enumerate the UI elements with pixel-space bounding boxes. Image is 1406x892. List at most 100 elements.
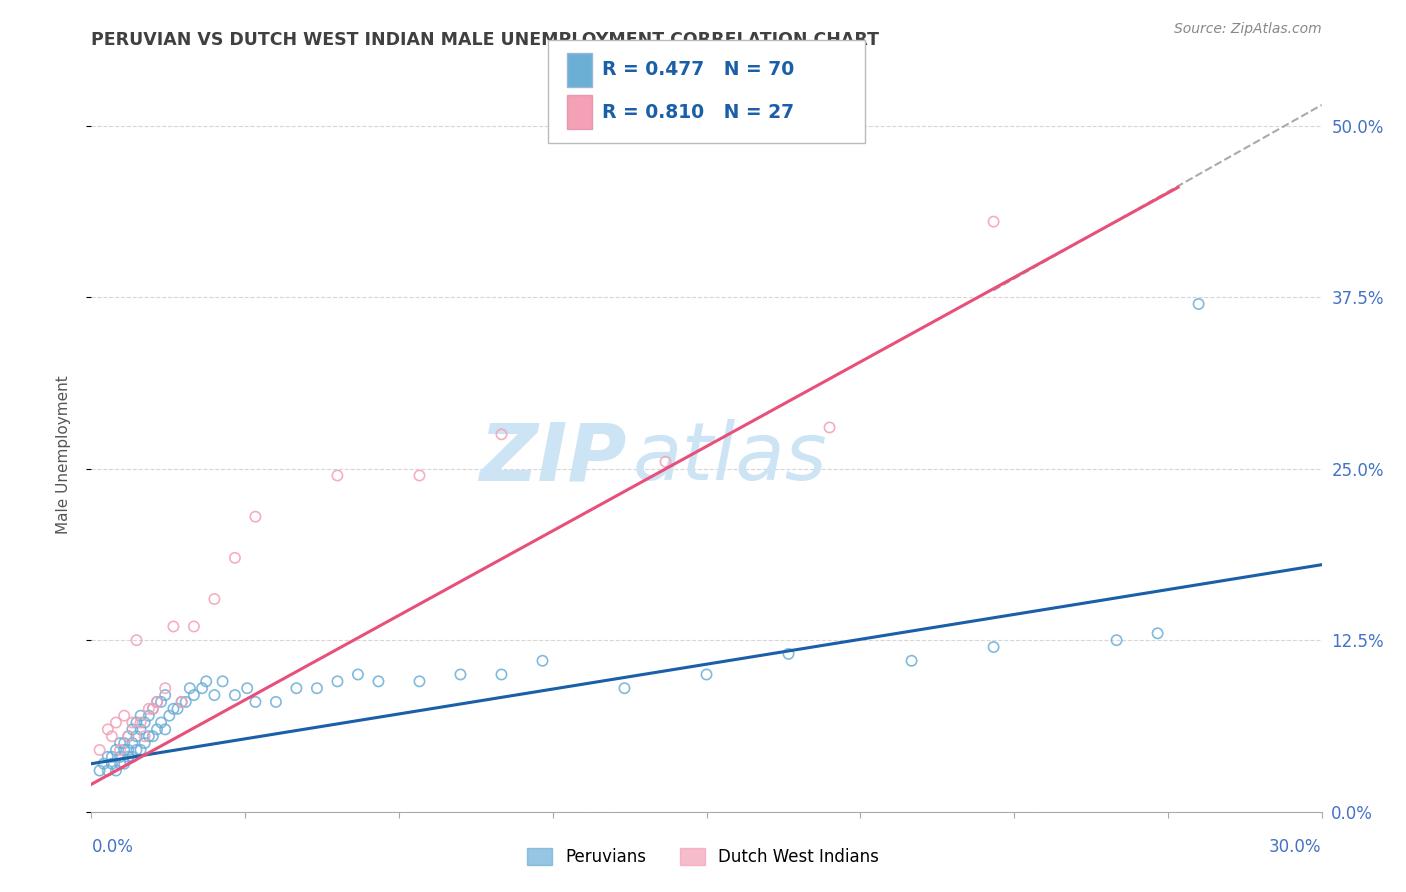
Point	[153, 723, 177, 737]
Point	[129, 723, 152, 737]
Point	[211, 674, 233, 689]
Point	[983, 214, 1005, 228]
Point	[138, 708, 160, 723]
Point	[408, 674, 430, 689]
Point	[108, 736, 131, 750]
Point	[97, 723, 120, 737]
Point	[983, 640, 1005, 654]
Point	[117, 729, 139, 743]
Legend: Peruvians, Dutch West Indians: Peruvians, Dutch West Indians	[519, 840, 887, 875]
Y-axis label: Male Unemployment: Male Unemployment	[56, 376, 70, 534]
Point	[134, 715, 156, 730]
Point	[121, 736, 143, 750]
Point	[134, 736, 156, 750]
Point	[778, 647, 800, 661]
Point	[89, 764, 111, 778]
Point	[125, 743, 148, 757]
Point	[166, 702, 188, 716]
Point	[121, 749, 143, 764]
Point	[146, 695, 169, 709]
Point	[101, 749, 124, 764]
Point	[236, 681, 259, 696]
Point	[1146, 626, 1168, 640]
Point	[112, 756, 135, 771]
Point	[89, 743, 111, 757]
Point	[245, 509, 267, 524]
Point	[125, 715, 148, 730]
Point	[129, 715, 152, 730]
Point	[326, 674, 349, 689]
Point	[112, 736, 135, 750]
Point	[121, 715, 143, 730]
Text: R = 0.810   N = 27: R = 0.810 N = 27	[602, 103, 794, 122]
Point	[191, 681, 214, 696]
Point	[129, 743, 152, 757]
Point	[408, 468, 430, 483]
Point	[150, 715, 173, 730]
Point	[105, 764, 127, 778]
Point	[613, 681, 636, 696]
Point	[153, 681, 177, 696]
Point	[93, 756, 115, 771]
Point	[129, 708, 152, 723]
Point	[224, 550, 246, 565]
Point	[1187, 297, 1209, 311]
Point	[179, 681, 201, 696]
Text: 0.0%: 0.0%	[91, 838, 134, 855]
Point	[108, 756, 131, 771]
Point	[264, 695, 287, 709]
Point	[170, 695, 193, 709]
Point	[142, 702, 165, 716]
Point	[117, 729, 139, 743]
Point	[97, 764, 120, 778]
Point	[150, 695, 173, 709]
Point	[491, 427, 513, 442]
Point	[491, 667, 513, 681]
Point	[142, 702, 165, 716]
Text: R = 0.477   N = 70: R = 0.477 N = 70	[602, 60, 794, 79]
Point	[183, 619, 205, 633]
Point	[202, 592, 225, 607]
Point	[142, 729, 165, 743]
Point	[195, 674, 218, 689]
Point	[138, 729, 160, 743]
Point	[121, 723, 143, 737]
Point	[1105, 633, 1128, 648]
Point	[367, 674, 389, 689]
Point	[146, 723, 169, 737]
Point	[347, 667, 370, 681]
Point	[101, 729, 124, 743]
Point	[162, 702, 184, 716]
Point	[157, 708, 180, 723]
Text: ZIP: ZIP	[479, 419, 627, 498]
Point	[285, 681, 308, 696]
Text: 30.0%: 30.0%	[1270, 838, 1322, 855]
Point	[153, 688, 177, 702]
Point	[654, 455, 676, 469]
Point	[108, 743, 131, 757]
Point	[146, 695, 169, 709]
Point	[449, 667, 471, 681]
Point	[138, 702, 160, 716]
Point	[326, 468, 349, 483]
Point	[900, 654, 922, 668]
Point	[101, 756, 124, 771]
Point	[125, 729, 148, 743]
Point	[305, 681, 328, 696]
Text: Source: ZipAtlas.com: Source: ZipAtlas.com	[1174, 22, 1322, 37]
Point	[112, 743, 135, 757]
Point	[183, 688, 205, 702]
Point	[224, 688, 246, 702]
Point	[531, 654, 554, 668]
Point	[202, 688, 225, 702]
Point	[174, 695, 197, 709]
Point	[117, 743, 139, 757]
Text: atlas: atlas	[633, 419, 828, 498]
Point	[112, 708, 135, 723]
Point	[125, 633, 148, 648]
Point	[97, 749, 120, 764]
Point	[108, 749, 131, 764]
Point	[117, 749, 139, 764]
Text: PERUVIAN VS DUTCH WEST INDIAN MALE UNEMPLOYMENT CORRELATION CHART: PERUVIAN VS DUTCH WEST INDIAN MALE UNEMP…	[91, 31, 879, 49]
Point	[170, 695, 193, 709]
